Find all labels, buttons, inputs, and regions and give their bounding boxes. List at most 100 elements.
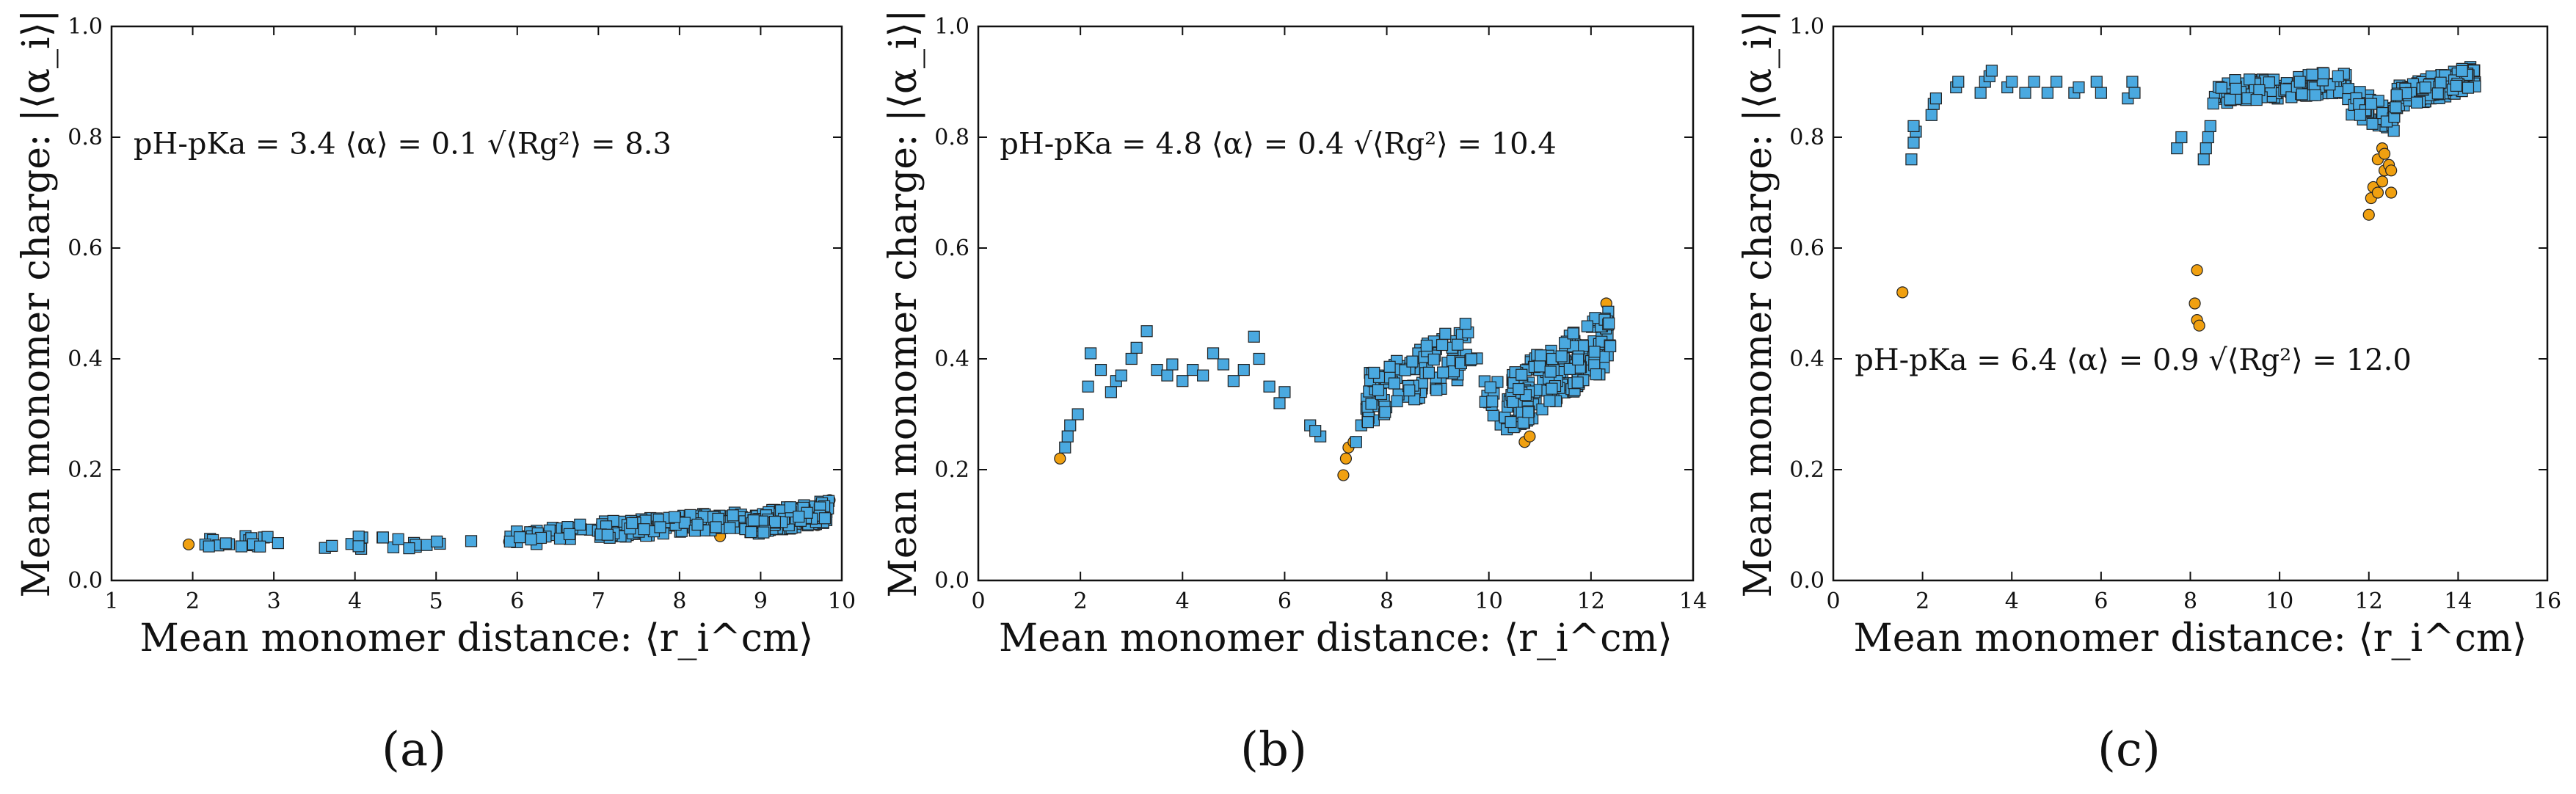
data-point-square (1437, 366, 1449, 379)
data-point-square (2263, 76, 2275, 89)
data-point-square (1388, 377, 1401, 390)
data-point-circle (1896, 286, 1909, 299)
data-point-square (1907, 120, 1920, 132)
y-axis-label: Mean monomer charge: |⟨α_i⟩| (15, 10, 59, 598)
data-point-square (254, 540, 266, 553)
x-tick-label: 3 (267, 589, 281, 614)
data-point-square (818, 512, 832, 525)
data-point-square (1513, 382, 1525, 396)
x-axis-label: Mean monomer distance: ⟨r_i^cm⟩ (140, 616, 814, 660)
x-tick-label: 4 (348, 589, 362, 614)
data-point-square (1516, 368, 1528, 381)
data-point-square (1403, 384, 1416, 397)
x-tick-label: 4 (1176, 589, 1190, 614)
data-point-square (1436, 338, 1449, 352)
data-point-square (1082, 380, 1094, 393)
data-point-square (2244, 73, 2256, 86)
data-point-square (2230, 82, 2242, 95)
data-point-square (724, 522, 736, 534)
data-point-square (1588, 346, 1601, 358)
data-point-square (1507, 396, 1519, 409)
data-point-circle (1524, 430, 1536, 442)
x-tick-label: 10 (828, 589, 856, 614)
data-point-square (1273, 397, 1286, 409)
data-point-square (1140, 325, 1153, 338)
data-point-square (669, 511, 681, 523)
data-point-square (534, 531, 547, 544)
data-point-square (626, 517, 638, 530)
data-point-square (1430, 384, 1443, 396)
data-point-square (1486, 395, 1499, 408)
data-point-square (1061, 430, 1074, 442)
data-point-square (1207, 347, 1220, 360)
data-point-square (1151, 364, 1163, 376)
data-point-square (1505, 415, 1517, 429)
y-tick-label: 1.0 (1789, 14, 1824, 40)
x-tick-label: 16 (2533, 589, 2561, 614)
data-point-square (465, 535, 478, 547)
data-point-circle (2188, 297, 2201, 310)
data-point-square (1115, 369, 1127, 382)
data-point-square (1974, 87, 1987, 99)
data-point-square (431, 535, 443, 548)
panel-label-a: (a) (382, 723, 447, 777)
axes-frame (977, 25, 1695, 582)
y-tick-label: 0.2 (1789, 457, 1824, 483)
data-point-square (727, 509, 739, 522)
data-point-square (2128, 87, 2141, 99)
chart-panel-1: 1 2 3 4 5 6 7 8 9 10 0.0 0.2 0.4 0.6 0.8 1.0 Mean monome… (15, 10, 856, 660)
data-point-square (2224, 93, 2236, 106)
y-tick-label: 0.8 (1789, 125, 1824, 150)
y-tick-label: 0.0 (68, 568, 103, 594)
data-point-square (2366, 117, 2379, 130)
data-point-square (691, 518, 704, 531)
x-tick-label: 4 (2005, 589, 2019, 614)
data-point-circle (2376, 175, 2389, 188)
data-point-circle (2385, 186, 2398, 199)
x-tick-label: 14 (2444, 589, 2472, 614)
data-point-square (1361, 416, 1374, 429)
data-point-square (326, 539, 338, 552)
y-tick-label: 0.4 (68, 346, 103, 372)
x-tick-label: 8 (1380, 589, 1394, 614)
x-tick-label: 2 (1074, 589, 1088, 614)
data-point-circle (2362, 208, 2375, 221)
data-point-square (1217, 358, 1230, 371)
x-tick-label: 6 (2094, 589, 2108, 614)
data-point-square (1544, 365, 1557, 378)
data-point-square (403, 542, 415, 555)
data-point-square (2354, 109, 2367, 121)
data-point-square (1263, 380, 1276, 393)
data-point-square (1350, 436, 1362, 448)
x-tick-label: 12 (2355, 589, 2383, 614)
x-tick-label: 6 (1278, 589, 1292, 614)
data-point-square (272, 536, 284, 550)
data-point-square (1383, 360, 1396, 373)
data-point-square (1176, 375, 1189, 387)
data-point-square (2090, 76, 2103, 88)
annotation: pH-pKa = 6.4 ⟨α⟩ = 0.9 √⟨Rg²⟩ = 12.0 (1855, 343, 2412, 377)
data-point-square (219, 537, 232, 550)
data-point-square (1535, 349, 1547, 362)
axes-frame (110, 25, 843, 582)
data-point-square (2317, 67, 2330, 80)
data-point-square (654, 521, 666, 533)
data-point-square (2332, 70, 2344, 83)
data-point-square (768, 515, 782, 528)
data-point-square (1929, 92, 1942, 105)
data-point-square (1576, 340, 1589, 352)
data-point-square (1567, 327, 1579, 340)
data-point-square (1484, 381, 1496, 393)
data-point-square (1084, 347, 1097, 360)
data-point-square (784, 501, 797, 514)
data-point-square (1985, 65, 1998, 77)
data-point-square (1094, 364, 1107, 376)
x-tick-label: 14 (1679, 589, 1707, 614)
data-point-square (2204, 120, 2216, 132)
y-tick-label: 0.0 (1789, 568, 1824, 594)
data-point-square (2306, 68, 2318, 81)
data-point-square (1379, 406, 1391, 418)
data-point-square (1197, 369, 1209, 382)
data-point-square (503, 535, 516, 548)
